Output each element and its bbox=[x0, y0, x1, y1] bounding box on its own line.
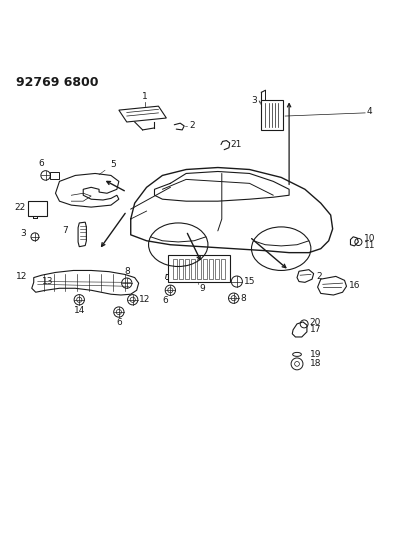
Text: 3: 3 bbox=[20, 229, 26, 238]
Text: 16: 16 bbox=[349, 280, 360, 289]
Bar bbox=[168, 255, 230, 282]
Text: 18: 18 bbox=[310, 359, 321, 368]
Text: 12: 12 bbox=[139, 295, 150, 304]
Text: 3: 3 bbox=[252, 96, 257, 104]
Text: 19: 19 bbox=[310, 350, 321, 359]
Bar bbox=[215, 260, 219, 279]
Text: 6: 6 bbox=[163, 296, 168, 305]
Bar bbox=[191, 260, 195, 279]
Bar bbox=[185, 260, 189, 279]
Text: 6: 6 bbox=[39, 159, 44, 168]
Text: 4: 4 bbox=[366, 107, 372, 116]
Text: 6: 6 bbox=[116, 318, 122, 327]
Bar bbox=[173, 260, 177, 279]
Bar bbox=[221, 260, 225, 279]
Bar bbox=[203, 260, 207, 279]
Text: 8: 8 bbox=[241, 294, 246, 303]
Text: 10: 10 bbox=[364, 235, 375, 243]
Text: 8: 8 bbox=[124, 268, 130, 277]
Text: 7: 7 bbox=[63, 227, 68, 236]
Bar bbox=[197, 260, 201, 279]
Text: 20: 20 bbox=[310, 318, 321, 327]
Bar bbox=[209, 260, 213, 279]
Bar bbox=[28, 201, 47, 216]
Text: 92769 6800: 92769 6800 bbox=[16, 76, 99, 88]
Text: 11: 11 bbox=[364, 241, 375, 250]
Text: 15: 15 bbox=[244, 277, 255, 286]
Text: 1: 1 bbox=[142, 92, 147, 101]
Bar bbox=[261, 100, 283, 130]
Text: 2: 2 bbox=[189, 121, 195, 130]
Text: 2: 2 bbox=[316, 271, 322, 280]
Text: 14: 14 bbox=[74, 306, 85, 316]
Text: 9: 9 bbox=[199, 284, 205, 293]
Text: 13: 13 bbox=[42, 277, 53, 286]
Bar bbox=[179, 260, 183, 279]
Text: 5: 5 bbox=[110, 160, 116, 169]
Text: 12: 12 bbox=[16, 272, 27, 281]
Text: 21: 21 bbox=[231, 140, 242, 149]
Text: 22: 22 bbox=[15, 203, 26, 212]
Bar bbox=[50, 172, 59, 179]
Text: 17: 17 bbox=[310, 325, 321, 334]
